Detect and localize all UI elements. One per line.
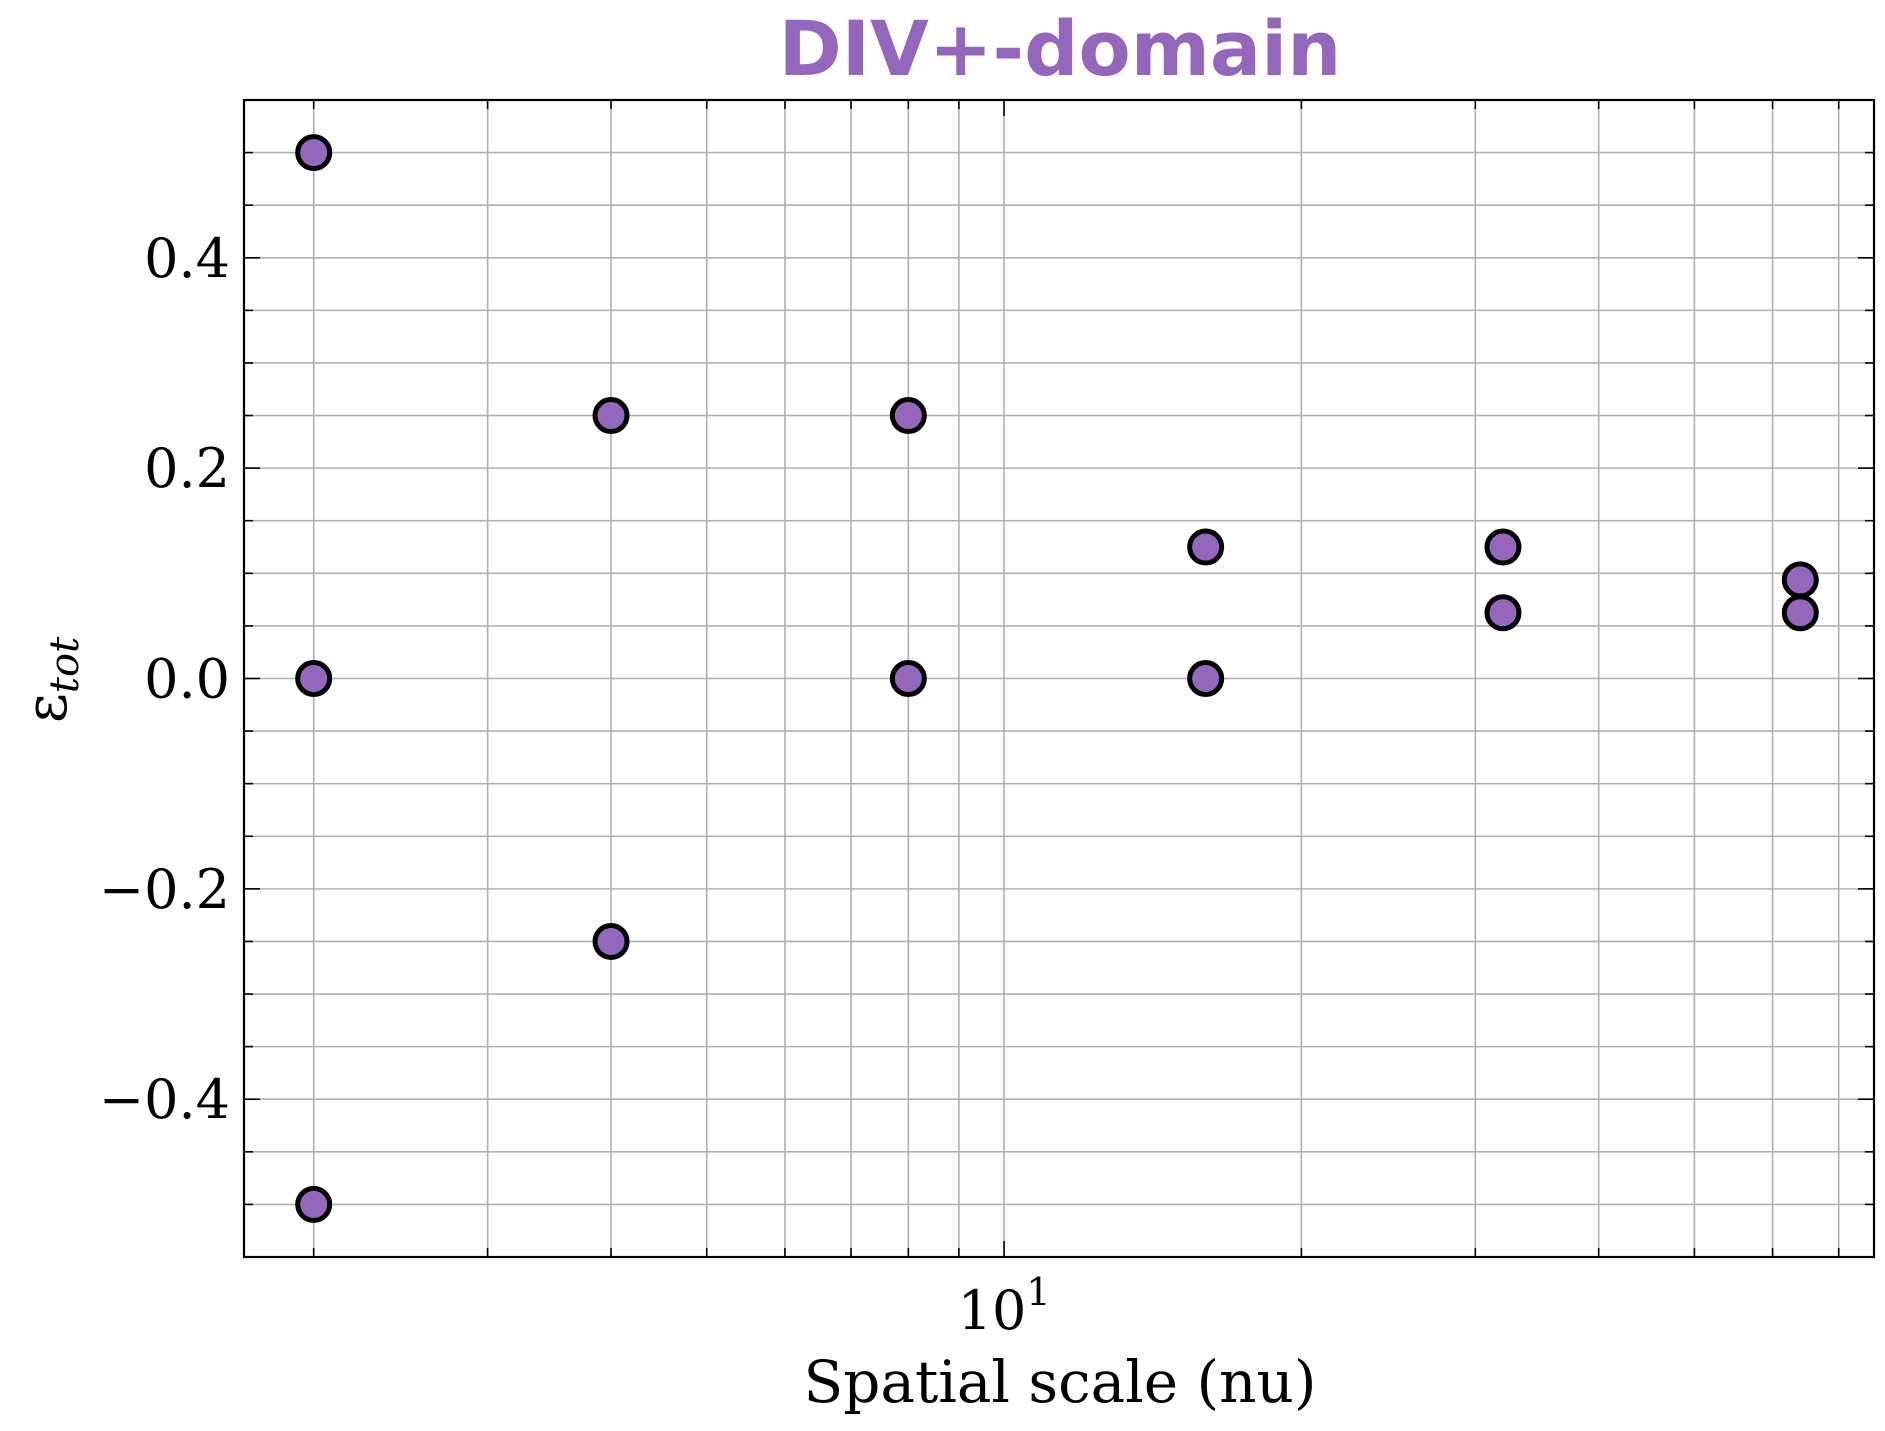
y-axis-label: εtot xyxy=(12,636,88,723)
plot-frame xyxy=(242,98,1876,1259)
data-point xyxy=(1187,660,1225,697)
chart-title: DIV+-domain xyxy=(779,4,1342,93)
data-point xyxy=(295,660,333,697)
data-point xyxy=(1187,528,1225,566)
y-tick-label: −0.2 xyxy=(99,858,230,921)
axis-ticks xyxy=(244,99,1874,1258)
x-axis-label: Spatial scale (nu) xyxy=(804,1348,1317,1416)
data-point xyxy=(592,922,630,960)
data-point xyxy=(295,1185,333,1223)
data-point xyxy=(1484,594,1522,632)
data-point xyxy=(889,660,927,697)
y-tick-label: 0.4 xyxy=(144,227,230,290)
y-tick-label: −0.4 xyxy=(99,1068,230,1131)
y-axis-label-symbol: ε xyxy=(12,693,80,723)
data-point xyxy=(295,134,333,172)
data-point xyxy=(1484,528,1522,566)
y-tick-label: 0.2 xyxy=(144,437,230,500)
data-point xyxy=(1781,594,1819,632)
data-point xyxy=(889,397,927,435)
data-points xyxy=(295,134,1819,1223)
x-tick-label-base: 10 xyxy=(958,1279,1027,1342)
grid-lines xyxy=(244,99,1874,1258)
x-tick-label-exponent: 1 xyxy=(1026,1270,1050,1314)
y-axis-label-subscript: tot xyxy=(42,636,88,693)
data-point xyxy=(592,397,630,435)
y-tick-label: 0.0 xyxy=(144,648,230,711)
tick-labels: 101 −0.4 −0.2 0.0 0.2 0.4 xyxy=(99,227,1051,1342)
data-point xyxy=(1781,561,1819,599)
x-tick-label: 101 xyxy=(958,1270,1051,1342)
